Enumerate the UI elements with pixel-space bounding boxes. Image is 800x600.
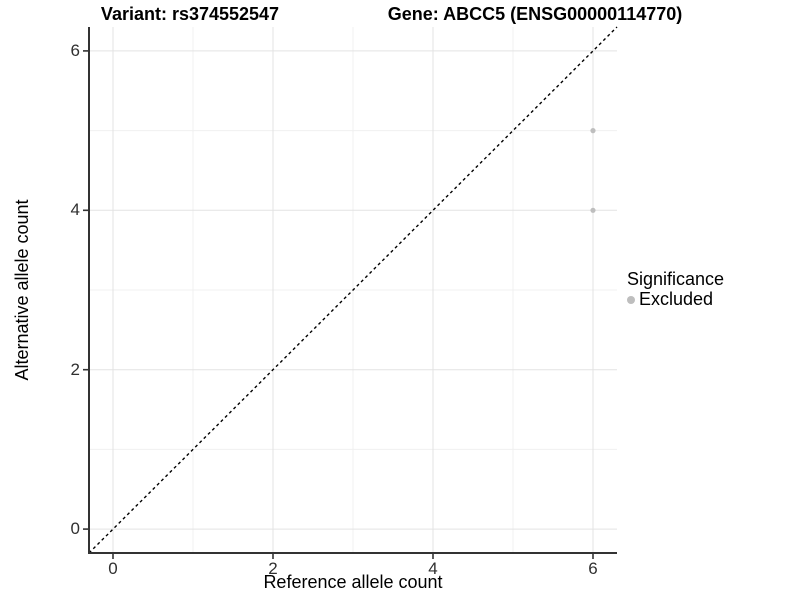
legend-item-label: Excluded — [639, 289, 714, 309]
y-tick-label: 0 — [70, 519, 80, 539]
x-tick-label: 0 — [108, 559, 118, 578]
legend: Significance Excluded — [627, 269, 724, 309]
data-point — [590, 128, 596, 134]
y-axis-title: Alternative allele count — [12, 199, 32, 381]
x-tick-label: 2 — [268, 559, 278, 578]
x-tick-label: 6 — [588, 559, 598, 578]
y-tick-label: 4 — [70, 200, 80, 220]
data-point — [590, 207, 596, 213]
plot-title-variant: Variant: rs374552547 — [100, 4, 280, 24]
y-tick-label: 2 — [70, 359, 80, 379]
x-axis-title: Reference allele count — [263, 572, 443, 592]
y-tick-label: 6 — [70, 40, 80, 60]
x-tick-label: 4 — [428, 559, 438, 578]
legend-point-icon — [627, 295, 635, 304]
legend-item-excluded: Excluded — [627, 290, 724, 309]
legend-title: Significance — [627, 269, 725, 289]
plot-title-gene: Gene: ABCC5 (ENSG00000114770) — [387, 4, 683, 24]
identity-line — [88, 26, 618, 554]
